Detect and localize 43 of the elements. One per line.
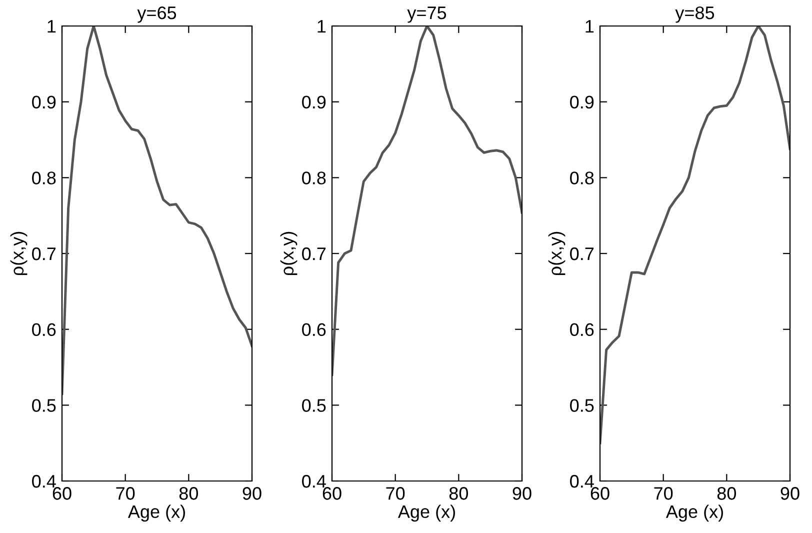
x-tick-label: 90: [242, 487, 262, 500]
x-axis-title: Age (x): [128, 504, 185, 522]
chart-title: y=65: [137, 6, 176, 23]
x-tick-label: 80: [449, 487, 468, 500]
x-axis-title: Age (x): [666, 504, 723, 522]
y-axis-title: ρ(x,y): [10, 232, 28, 276]
y-tick-label: 0.5: [570, 399, 594, 412]
x-tick-label: 70: [654, 487, 673, 500]
chart-title: y=85: [675, 6, 714, 23]
y-tick-label: 1: [586, 20, 594, 33]
y-tick-label: 0.9: [302, 96, 326, 109]
y-tick-label: 0.8: [570, 172, 594, 184]
x-axis-title: Age (x): [398, 504, 455, 522]
y-axis-title: ρ(x,y): [280, 232, 298, 276]
y-tick-label: 0.4: [570, 474, 594, 488]
x-tick-label: 60: [322, 487, 342, 500]
x-tick-label: 90: [512, 487, 532, 500]
x-tick-label: 60: [52, 487, 72, 500]
y-tick-label: 0.7: [302, 247, 326, 260]
y-tick-label: 0.5: [302, 399, 326, 412]
y-tick-label: 0.7: [570, 247, 594, 260]
y-tick-label: 0.9: [570, 96, 594, 109]
x-tick-label: 70: [386, 487, 405, 500]
y-tick-label: 0.5: [32, 399, 56, 412]
line-series: [600, 26, 790, 444]
y-tick-label: 0.7: [32, 247, 56, 260]
y-tick-label: 1: [48, 20, 56, 33]
y-tick-label: 1: [318, 20, 326, 33]
y-tick-label: 0.9: [32, 96, 56, 109]
chart-title: y=75: [407, 6, 446, 23]
y-axis-title: ρ(x,y): [548, 232, 566, 276]
y-tick-label: 0.4: [302, 474, 326, 488]
y-tick-label: 0.8: [32, 172, 56, 184]
x-tick-label: 70: [116, 487, 135, 500]
y-tick-label: 0.6: [302, 323, 326, 336]
x-tick-label: 80: [179, 487, 198, 500]
x-tick-label: 80: [717, 487, 736, 500]
x-tick-label: 60: [590, 487, 610, 500]
y-tick-label: 0.6: [32, 323, 56, 336]
y-tick-label: 0.6: [570, 323, 594, 336]
x-tick-label: 90: [780, 487, 800, 500]
y-tick-label: 0.4: [32, 474, 56, 488]
y-tick-label: 0.8: [302, 172, 326, 184]
